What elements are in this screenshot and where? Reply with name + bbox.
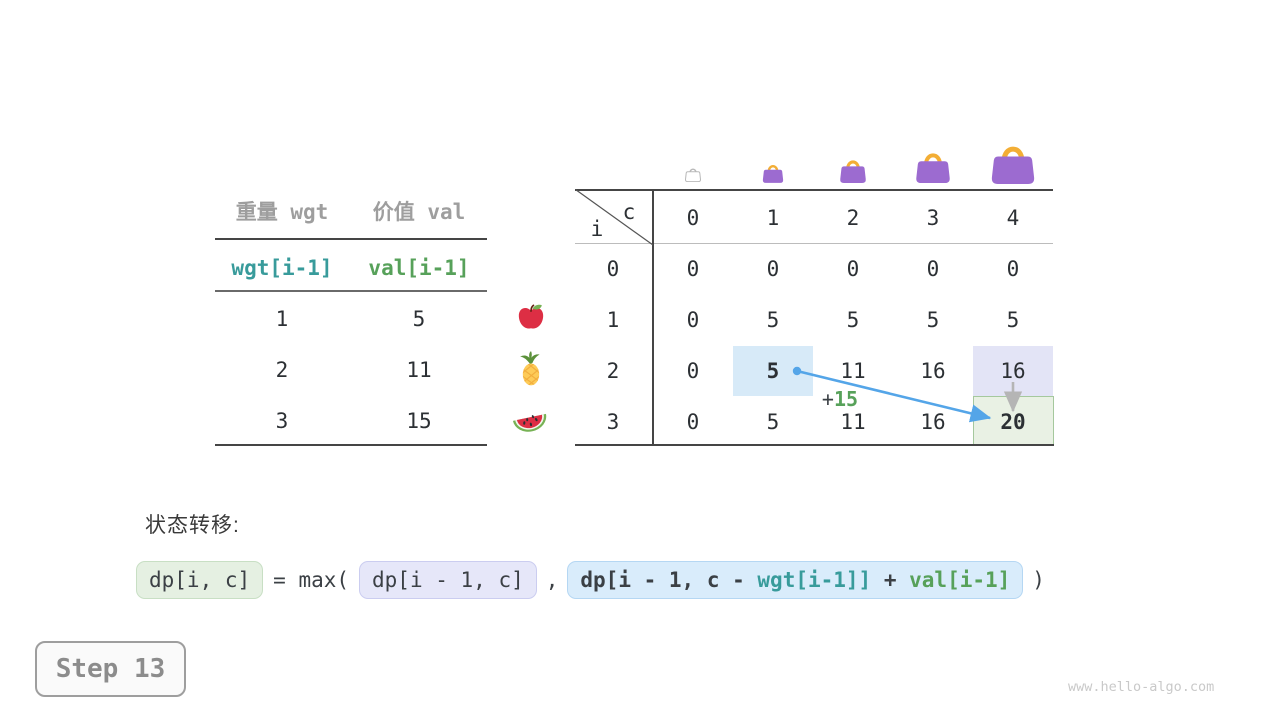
dp-cell-2-4: 16 [1000,359,1026,383]
item-row-wgt: 1 [275,307,289,331]
added-value: 15 [833,387,859,411]
item-row-val: 5 [412,307,426,331]
dp-cell-2-0: 0 [686,359,700,383]
step-label: Step 13 [55,654,166,684]
transition-arrows [792,366,1023,423]
dp-cell-0-3: 0 [926,257,940,281]
dp-cell-3-4: 20 [1000,410,1026,434]
dp-cell-1-4: 5 [1006,308,1020,332]
dp-col-header: 1 [766,206,780,230]
item-row-val: 11 [406,358,432,382]
dp-cell-2-1: 5 [766,359,780,383]
dp-cell-1-0: 0 [686,308,700,332]
bag-outline-icon [684,168,702,182]
dp-col-header: 4 [1006,206,1020,230]
formula-comma: , [545,568,559,592]
items-header-weight: 重量 wgt [235,200,329,224]
items-table-line-mid [215,290,487,292]
formula-close-paren: ) [1032,568,1045,592]
items-table-line-top [215,238,487,240]
dp-cell-0-0: 0 [686,257,700,281]
dp-cell-0-4: 0 [1006,257,1020,281]
pineapple-icon [520,351,540,386]
items-table-line-bottom [215,444,487,446]
dp-table-line-subheader [575,243,1053,244]
dp-col-header: 3 [926,206,940,230]
items-header-value: 价值 val [372,200,466,224]
dp-cell-1-2: 5 [846,308,860,332]
dp-cell-3-1: 5 [766,410,780,434]
dp-cell-2-3: 16 [920,359,946,383]
dp-row-header: 1 [606,308,620,332]
dp-cell-2-2: 11 [840,359,866,383]
dp-cell-1-1: 5 [766,308,780,332]
dp-cell-0-2: 0 [846,257,860,281]
dp-cell-3-0: 0 [686,410,700,434]
items-formula-wgt: wgt[i-1] [231,256,333,280]
add-value-annotation: +15 [822,387,858,411]
item-row-wgt: 3 [275,409,289,433]
dp-cell-0-1: 0 [766,257,780,281]
dp-cell-3-2: 11 [840,410,866,434]
dp-col-header: 2 [846,206,860,230]
arg2-prefix: dp[i - 1, c - [580,568,758,592]
dp-cell-3-3: 16 [920,410,946,434]
dp-col-header: 0 [686,206,700,230]
transition-formula: dp[i, c] = max( dp[i - 1, c] , dp[i - 1,… [136,561,1045,599]
item-row-wgt: 2 [275,358,289,382]
formula-arg1-pill: dp[i - 1, c] [359,561,537,599]
watermelon-icon [512,413,547,432]
dp-corner-row-var: i [590,217,604,241]
dp-row-header: 0 [606,257,620,281]
dp-corner-col-var: c [622,200,636,224]
dp-table-line-bottom [575,444,1054,446]
dp-row-header: 2 [606,359,620,383]
apple-icon [518,304,544,329]
arg2-val-term: val[i-1] [909,568,1011,592]
dp-cell-1-3: 5 [926,308,940,332]
dp-table-diagonal-line [575,189,654,246]
arg2-wgt-term: wgt[i-1]] [757,568,872,592]
watermark: www.hello-algo.com [1068,679,1215,695]
plus-sign: + [821,387,834,411]
arg2-plus: + [871,568,910,592]
formula-arg2-pill: dp[i - 1, c - wgt[i-1]] + val[i-1] [567,561,1024,599]
items-formula-val: val[i-1] [368,256,470,280]
transition-heading: 状态转移: [145,514,240,537]
dp-table-line-top [575,189,1053,191]
dp-row-header: 3 [606,410,620,434]
item-row-val: 15 [406,409,432,433]
formula-lhs-pill: dp[i, c] [136,561,264,599]
blue-transition-arrow [792,366,992,423]
step-indicator: Step 13 [35,641,186,697]
dp-table-line-vertical [652,189,654,446]
formula-eq-max: = max( [273,568,350,592]
